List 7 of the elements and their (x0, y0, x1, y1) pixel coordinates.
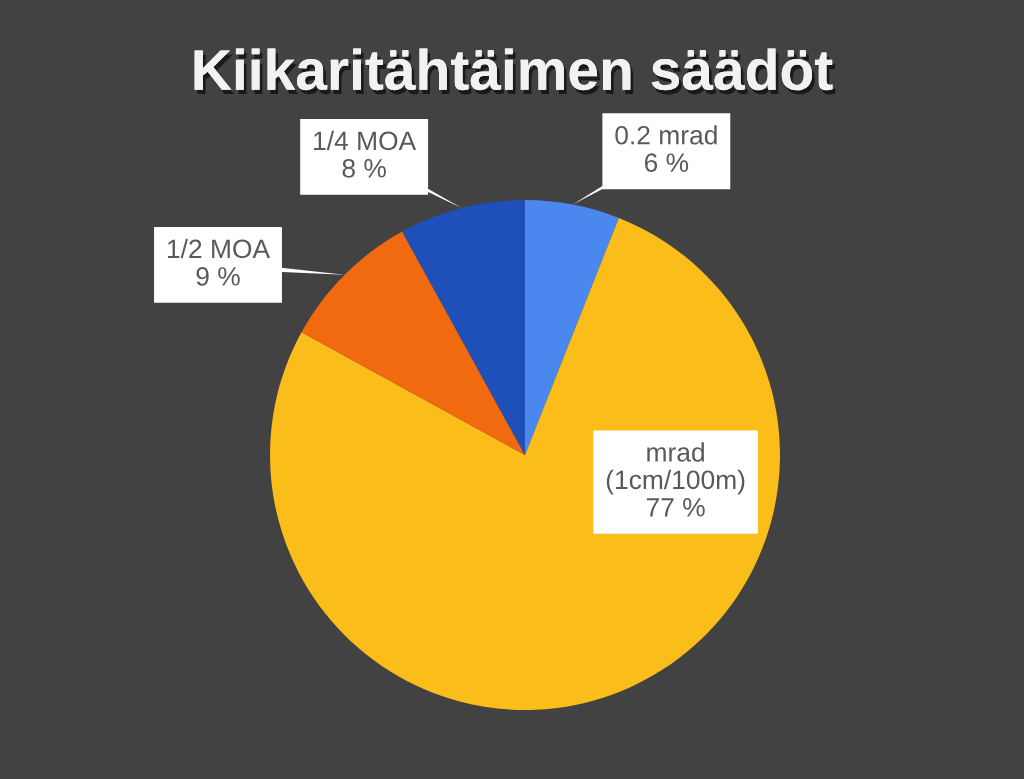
chart-title: Kiikaritähtäimen säädöt (194, 48, 836, 95)
slice-label: 0.2 mrad (615, 125, 717, 145)
slice-label: 1/4 MOA (314, 130, 417, 151)
slice-label: mrad (1cm/100m) (606, 442, 745, 495)
data-label: 77 % (646, 498, 705, 517)
slice-label: 1/2 MOA (167, 238, 271, 259)
data-label: 9 % (196, 267, 240, 286)
